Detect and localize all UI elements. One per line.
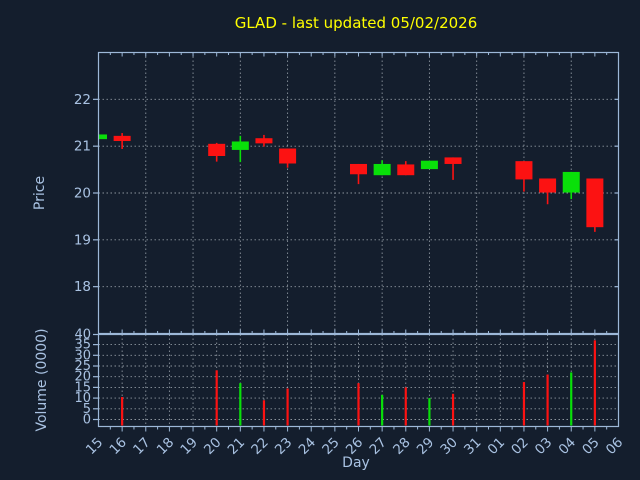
price-grid: [98, 52, 619, 334]
candle-body: [539, 178, 557, 193]
candle-body: [420, 160, 438, 170]
volume-bar-day-26: [357, 383, 360, 426]
price-panel-border: [97, 51, 620, 335]
candle-day-05: [586, 178, 604, 232]
candle-body: [586, 178, 604, 228]
candle-body: [444, 157, 462, 164]
volume-bar-day-22: [262, 400, 266, 426]
candle-day-22: [255, 134, 273, 147]
volume-bar-day-04: [570, 372, 573, 426]
volume-tick-label: 25: [74, 359, 91, 374]
candle-body: [515, 161, 533, 180]
candle-body: [562, 171, 580, 193]
candle-body: [99, 134, 107, 140]
volume-tick-label: 15: [74, 380, 91, 395]
volume-bar-day-23: [286, 388, 289, 426]
volume-tick-label: 40: [74, 328, 91, 343]
volume-bar-day-03: [546, 374, 549, 426]
volume-bar-day-05: [593, 340, 596, 426]
candle-body: [231, 141, 249, 150]
candle-day-27: [373, 160, 391, 176]
volume-bar-day-27: [381, 394, 384, 426]
candle-day-03: [539, 178, 557, 205]
volume-tick-label: 0: [83, 413, 91, 428]
volume-bar-day-29: [428, 398, 431, 426]
candle-day-15: [99, 134, 107, 140]
volume-bar-day-28: [404, 387, 407, 426]
candle-day-28: [397, 161, 415, 176]
candle-body: [279, 148, 297, 164]
volume-tick-label: 30: [74, 348, 91, 363]
candle-day-20: [208, 142, 226, 162]
candle-body: [113, 135, 131, 142]
price-tick-label: 21: [74, 139, 91, 155]
candle-day-04: [562, 171, 580, 200]
chart-title: GLAD - last updated 05/02/2026: [235, 14, 478, 32]
volume-tick-label: 35: [74, 338, 91, 353]
candle-day-02: [515, 161, 533, 192]
volume-tick-label: 10: [74, 391, 91, 406]
candle-body: [373, 163, 391, 176]
candle-body: [397, 164, 415, 176]
volume-axis-label: Volume (0000): [34, 328, 50, 431]
candle-day-29: [420, 160, 438, 170]
volume-bar-day-20: [215, 370, 218, 426]
price-tick-label: 20: [74, 186, 91, 202]
day-axis-label: Day: [342, 455, 370, 471]
price-axis-label: Price: [32, 176, 48, 210]
candle-day-21: [231, 135, 249, 163]
candle-body: [255, 138, 273, 144]
candle-body: [208, 143, 226, 157]
volume-bar-day-30: [451, 393, 455, 426]
candlestick-series: [99, 133, 604, 232]
candle-day-23: [279, 148, 297, 168]
volume-bar-day-02: [522, 382, 526, 426]
candle-day-30: [444, 157, 462, 180]
candle-day-26: [350, 163, 367, 185]
price-panel: 18 19 20 21 22: [74, 51, 620, 335]
volume-bar-day-21: [239, 383, 242, 426]
candle-body: [350, 163, 367, 175]
volume-tick-label: 5: [83, 402, 91, 417]
volume-tick-label: 20: [74, 370, 91, 385]
price-tick-label: 22: [74, 92, 91, 108]
volume-bar-day-16: [121, 397, 124, 426]
volume-series: [121, 340, 596, 426]
candle-day-16: [113, 133, 131, 149]
price-tick-label: 18: [74, 279, 91, 295]
price-tick-label: 19: [74, 232, 91, 248]
